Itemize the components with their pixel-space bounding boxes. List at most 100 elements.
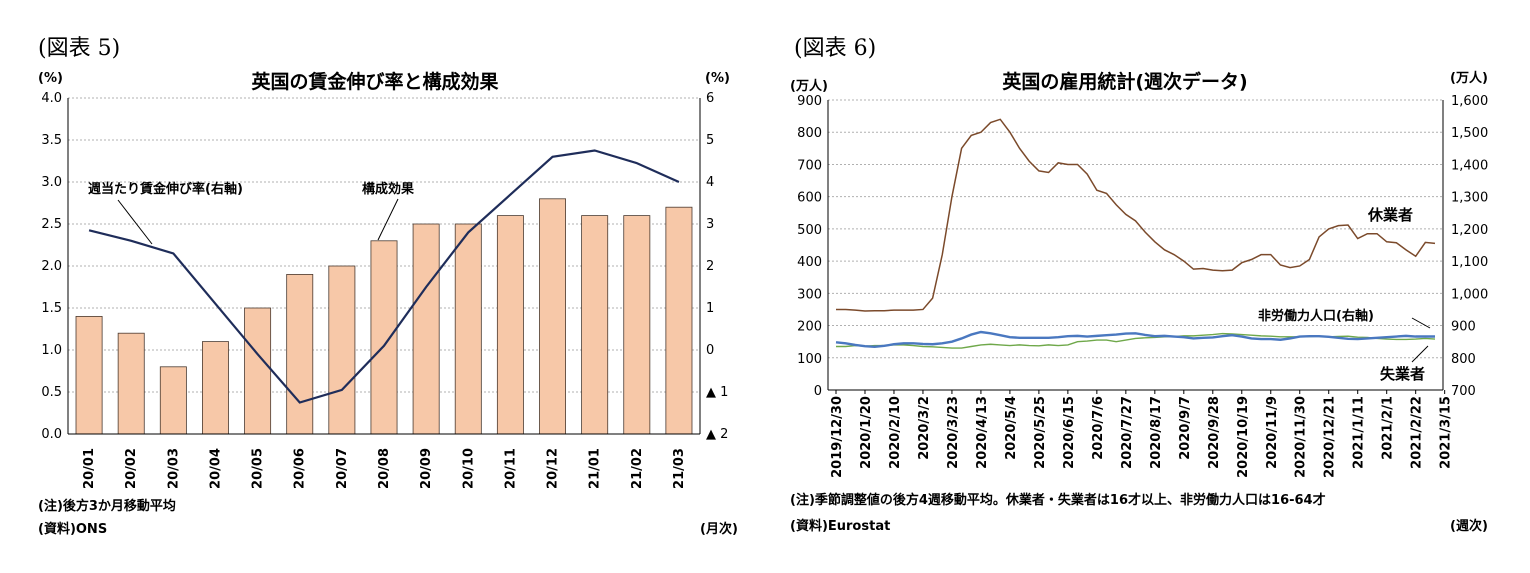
chart5-x-tick: 20/03 (166, 448, 181, 489)
chart6-x-tick: 2020/9/28 (1207, 396, 1222, 469)
chart6-x-tick: 2020/11/9 (1265, 396, 1280, 469)
chart6-x-tick: 2020/5/25 (1033, 396, 1048, 469)
chart5-bar (244, 307, 272, 435)
chart6-right-tick: 900 (1451, 320, 1476, 335)
chart5-x-tick: 20/09 (419, 448, 434, 489)
chart5-right-tick: 1 (706, 301, 714, 316)
chart5-annotation-wage: 週当たり賃金伸び率(右軸) (88, 181, 243, 197)
chart6-left-tick: 700 (797, 158, 822, 173)
chart6-title: 英国の雇用統計(週次データ) (1002, 70, 1247, 93)
chart5-bar (581, 215, 609, 435)
chart6-x-tick: 2020/9/7 (1178, 396, 1193, 460)
chart5-left-tick: 0.5 (41, 385, 62, 400)
chart5-left-tick: 3.5 (41, 133, 62, 148)
chart5-x-unit: (月次) (700, 521, 738, 537)
chart5-x-tick: 20/01 (82, 448, 97, 489)
chart6-x-tick: 2021/1/11 (1352, 396, 1367, 469)
chart6-right-tick: 1,600 (1451, 94, 1488, 109)
chart5-annotation-composition-leader (377, 198, 399, 241)
chart5-left-tick: 1.0 (41, 343, 62, 358)
chart5-right-tick: 2 (706, 259, 714, 274)
chart6-lines (835, 118, 1436, 349)
chart6-gridlines (828, 99, 1443, 359)
chart6-left-tick: 400 (797, 255, 822, 270)
chart6-x-tick: 2021/2/1 (1381, 396, 1396, 460)
chart5-x-tick: 20/11 (503, 448, 518, 489)
chart6-annotation-furloughed: 休業者 (1367, 206, 1413, 224)
chart6-x-unit: (週次) (1450, 518, 1488, 534)
chart6-x-tick: 2020/12/21 (1323, 396, 1338, 478)
chart5-note: (注)後方3か月移動平均 (38, 498, 176, 514)
chart6-right-tick: 700 (1451, 384, 1476, 399)
chart6-annotation-inactive: 非労働力人口(右軸) (1258, 308, 1374, 324)
chart6-x-tick: 2021/2/22 (1410, 396, 1425, 469)
chart5-bar (159, 366, 187, 435)
chart5-left-tick: 4.0 (41, 91, 62, 106)
chart5-x-tick: 21/03 (672, 448, 687, 489)
chart5-x-tick: 21/02 (630, 448, 645, 489)
chart6-right-tick: 1,400 (1451, 158, 1488, 173)
chart6-right-tick: 1,500 (1451, 126, 1488, 141)
chart5-annotation-wage-leader (117, 199, 153, 245)
chart6-furloughed-line (836, 118, 1436, 312)
chart6-unemployed-line (836, 332, 1436, 349)
chart5-bar (623, 215, 651, 435)
chart6-x-tick: 2019/12/30 (830, 396, 845, 478)
chart5-x-tick: 20/12 (546, 448, 561, 489)
chart5-right-tick: 4 (706, 175, 714, 190)
chart5-right-tick: ▲ 1 (706, 385, 728, 400)
chart5-bar (454, 223, 482, 435)
chart6-right-tick: 1,100 (1451, 255, 1488, 270)
chart6-x-tick: 2020/4/13 (975, 396, 990, 469)
chart5-right-tick: 5 (706, 133, 714, 148)
chart6-left-tick: 900 (797, 94, 822, 109)
figure5-label: (図表 5) (38, 36, 121, 61)
chart5-annotation-composition: 構成効果 (362, 181, 414, 197)
chart5-right-tick: ▲ 2 (706, 427, 728, 442)
chart5-bar (286, 273, 314, 435)
chart6-left-tick: 300 (797, 287, 822, 302)
chart6-left-tick: 100 (797, 352, 822, 367)
chart6-x-tick: 2020/7/6 (1091, 396, 1106, 460)
chart6-left-tick: 800 (797, 126, 822, 141)
chart6-axes: 0 100 200 300 400 500 600 700 800 900 700 800 900 1,0… (797, 94, 1488, 478)
chart6-right-tick: 1,300 (1451, 191, 1488, 206)
chart5-wage-growth-line (88, 149, 680, 404)
chart5-x-tick: 21/01 (588, 448, 603, 489)
chart5-bar (328, 265, 356, 435)
chart6-inactive-line (835, 330, 1435, 349)
chart6-x-tick: 2020/8/17 (1149, 396, 1164, 469)
chart6-right-unit: (万人) (1450, 70, 1488, 86)
chart5-right-unit: (%) (705, 71, 730, 86)
chart5-right-tick: 3 (706, 217, 714, 232)
chart5-bars (75, 198, 693, 435)
chart5-x-tick: 20/07 (335, 448, 350, 489)
chart6-x-tick: 2021/3/15 (1439, 396, 1454, 469)
chart6-annotation-unemployed: 失業者 (1380, 365, 1425, 383)
chart5-left-tick: 3.0 (41, 175, 62, 190)
chart5-bar (412, 223, 440, 435)
chart5-x-tick: 20/04 (208, 448, 223, 489)
chart5-left-tick: 1.5 (41, 301, 62, 316)
chart6-left-tick: 600 (797, 191, 822, 206)
figure6-label: (図表 6) (794, 36, 877, 61)
chart6-x-tick: 2020/1/20 (859, 396, 874, 469)
chart5-axes: 0.0 0.5 1.0 1.5 2.0 2.5 3.0 3.5 4.0 ▲ 2 ▲ 1 0 1 2 3 4 5 6… (41, 91, 728, 489)
chart6-left-tick: 500 (797, 223, 822, 238)
chart6-annotation-inactive-leader (1411, 317, 1431, 329)
chart6-source: (資料)Eurostat (790, 518, 890, 534)
chart5-bar (496, 215, 524, 435)
chart6-right-tick: 800 (1451, 352, 1476, 367)
chart6-note: (注)季節調整値の後方4週移動平均。休業者・失業者は16才以上、非労働力人口は1… (790, 492, 1326, 508)
chart6-x-tick: 2020/6/15 (1062, 396, 1077, 469)
chart5-left-tick: 0.0 (41, 427, 62, 442)
chart5-left-tick: 2.5 (41, 217, 62, 232)
chart5-bar (665, 206, 693, 435)
chart5-left-tick: 2.0 (41, 259, 62, 274)
chart6-x-tick: 2020/3/2 (917, 396, 932, 460)
chart6-x-tick: 2020/2/10 (888, 396, 903, 469)
chart6-x-tick: 2020/10/19 (1236, 396, 1251, 478)
chart6-left-tick: 0 (814, 384, 822, 399)
chart6-x-tick: 2020/3/23 (946, 396, 961, 469)
